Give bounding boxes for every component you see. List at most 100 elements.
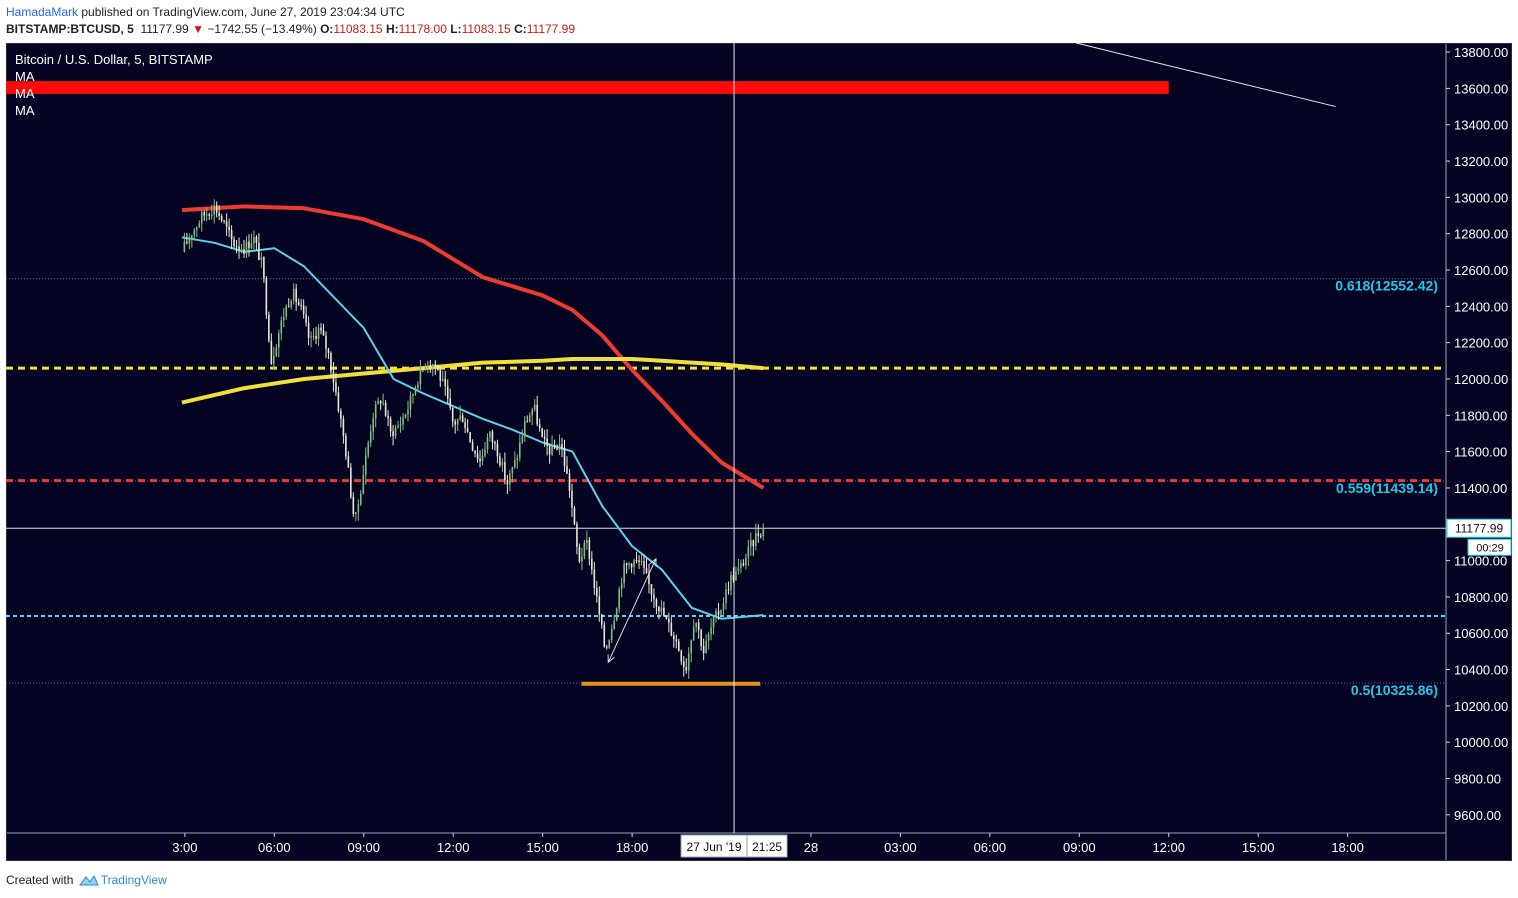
candle-body bbox=[578, 546, 581, 562]
candle-body bbox=[643, 561, 645, 568]
candle-body bbox=[402, 417, 404, 425]
candle-body bbox=[295, 288, 297, 303]
tradingview-link[interactable]: TradingView bbox=[100, 873, 167, 887]
candle-body bbox=[576, 523, 578, 547]
candle-body bbox=[712, 617, 715, 628]
candles[interactable] bbox=[183, 199, 765, 679]
candle-body bbox=[690, 640, 693, 654]
candle-body bbox=[228, 226, 230, 231]
candle-body bbox=[382, 402, 384, 404]
drawings[interactable] bbox=[581, 42, 1336, 686]
legend-ma-3[interactable]: MA bbox=[15, 103, 35, 118]
candle-body bbox=[419, 367, 422, 385]
candle-body bbox=[680, 650, 683, 662]
chart-legend: Bitcoin / U.S. Dollar, 5, BITSTAMP MA MA… bbox=[15, 52, 213, 118]
candle-body bbox=[300, 305, 302, 307]
candle-body bbox=[225, 221, 228, 227]
candle-body bbox=[196, 227, 198, 230]
candle-body bbox=[270, 340, 273, 365]
candle-body bbox=[663, 607, 665, 617]
candle-body bbox=[456, 419, 459, 425]
candle-body bbox=[263, 257, 265, 279]
level-lines[interactable] bbox=[6, 81, 1446, 684]
legend-ma-2[interactable]: MA bbox=[15, 86, 35, 101]
candle-body bbox=[459, 415, 461, 420]
candle-body bbox=[444, 378, 447, 387]
plot-area[interactable] bbox=[6, 43, 1446, 833]
countdown-badge-bg bbox=[1467, 538, 1512, 556]
time-tick-label: 15:00 bbox=[1242, 840, 1275, 855]
candle-body bbox=[566, 465, 568, 474]
candle-body bbox=[429, 365, 432, 367]
candle-body bbox=[404, 414, 407, 418]
candle-body bbox=[553, 445, 556, 449]
candle-body bbox=[285, 306, 288, 317]
candle-body bbox=[461, 415, 464, 423]
candle-body bbox=[596, 588, 598, 597]
candle-body bbox=[610, 628, 613, 641]
candle-body bbox=[352, 496, 355, 515]
candle-body bbox=[255, 236, 258, 243]
candle-body bbox=[638, 560, 640, 563]
candle-body bbox=[673, 635, 675, 640]
candle-body bbox=[215, 205, 218, 213]
time-tick-label: 03:00 bbox=[884, 840, 917, 855]
publish-line: HamadaMark published on TradingView.com,… bbox=[6, 5, 405, 19]
low-label: L: bbox=[450, 22, 462, 36]
candle-body bbox=[397, 425, 399, 428]
trend-line bbox=[1076, 42, 1336, 108]
candle-body bbox=[521, 436, 524, 443]
candle-body bbox=[432, 364, 434, 367]
candle-body bbox=[412, 393, 414, 396]
candle-body bbox=[608, 640, 611, 648]
price-tick-label: 13000.00 bbox=[1454, 190, 1508, 205]
candle-body bbox=[511, 467, 514, 474]
candle-body bbox=[615, 608, 618, 621]
candle-body bbox=[620, 583, 623, 590]
candle-body bbox=[727, 589, 730, 591]
candle-body bbox=[248, 241, 250, 249]
candle-body bbox=[593, 569, 596, 589]
candle-body bbox=[479, 458, 481, 462]
candle-body bbox=[355, 512, 357, 515]
price-tick-label: 11600.00 bbox=[1454, 445, 1507, 460]
candle-body bbox=[374, 404, 377, 419]
candle-body bbox=[523, 421, 526, 437]
price-tick-label: 12000.00 bbox=[1454, 372, 1508, 387]
ma-yellow-line bbox=[181, 357, 764, 405]
crosshair-time-text: 21:25 bbox=[752, 840, 782, 854]
candle-body bbox=[292, 288, 295, 301]
candle-body bbox=[543, 436, 546, 439]
candle-body bbox=[188, 238, 191, 244]
candle-body bbox=[469, 432, 471, 443]
candle-body bbox=[573, 507, 576, 524]
candle-body bbox=[538, 424, 541, 429]
candle-body bbox=[725, 589, 727, 604]
price-tick-label: 11000.00 bbox=[1454, 554, 1507, 569]
candle-body bbox=[660, 607, 663, 612]
candle-body bbox=[556, 448, 558, 450]
candle-body bbox=[501, 462, 504, 466]
candle-body bbox=[658, 606, 660, 612]
high-label: H: bbox=[385, 22, 399, 36]
author-link[interactable]: HamadaMark bbox=[6, 5, 79, 19]
candle-body bbox=[193, 229, 196, 236]
candle-body bbox=[571, 490, 573, 508]
symbol-label: BITSTAMP:BTCUSD, 5 bbox=[6, 22, 134, 36]
candle-body bbox=[600, 614, 603, 625]
candle-body bbox=[481, 455, 484, 462]
candle-body bbox=[561, 444, 563, 449]
legend-ma-1[interactable]: MA bbox=[15, 69, 35, 84]
price-tick-label: 12600.00 bbox=[1454, 263, 1508, 278]
low-value: 11083.15 bbox=[461, 22, 511, 36]
candle-body bbox=[762, 528, 765, 537]
price-axis[interactable] bbox=[1446, 43, 1512, 833]
candle-body bbox=[439, 370, 442, 381]
candle-body bbox=[449, 398, 452, 408]
created-with-text: Created with bbox=[6, 873, 74, 887]
candle-body bbox=[233, 239, 235, 247]
moving-averages[interactable] bbox=[181, 204, 765, 620]
arrow-head bbox=[649, 557, 657, 567]
chart-frame bbox=[6, 43, 1512, 861]
